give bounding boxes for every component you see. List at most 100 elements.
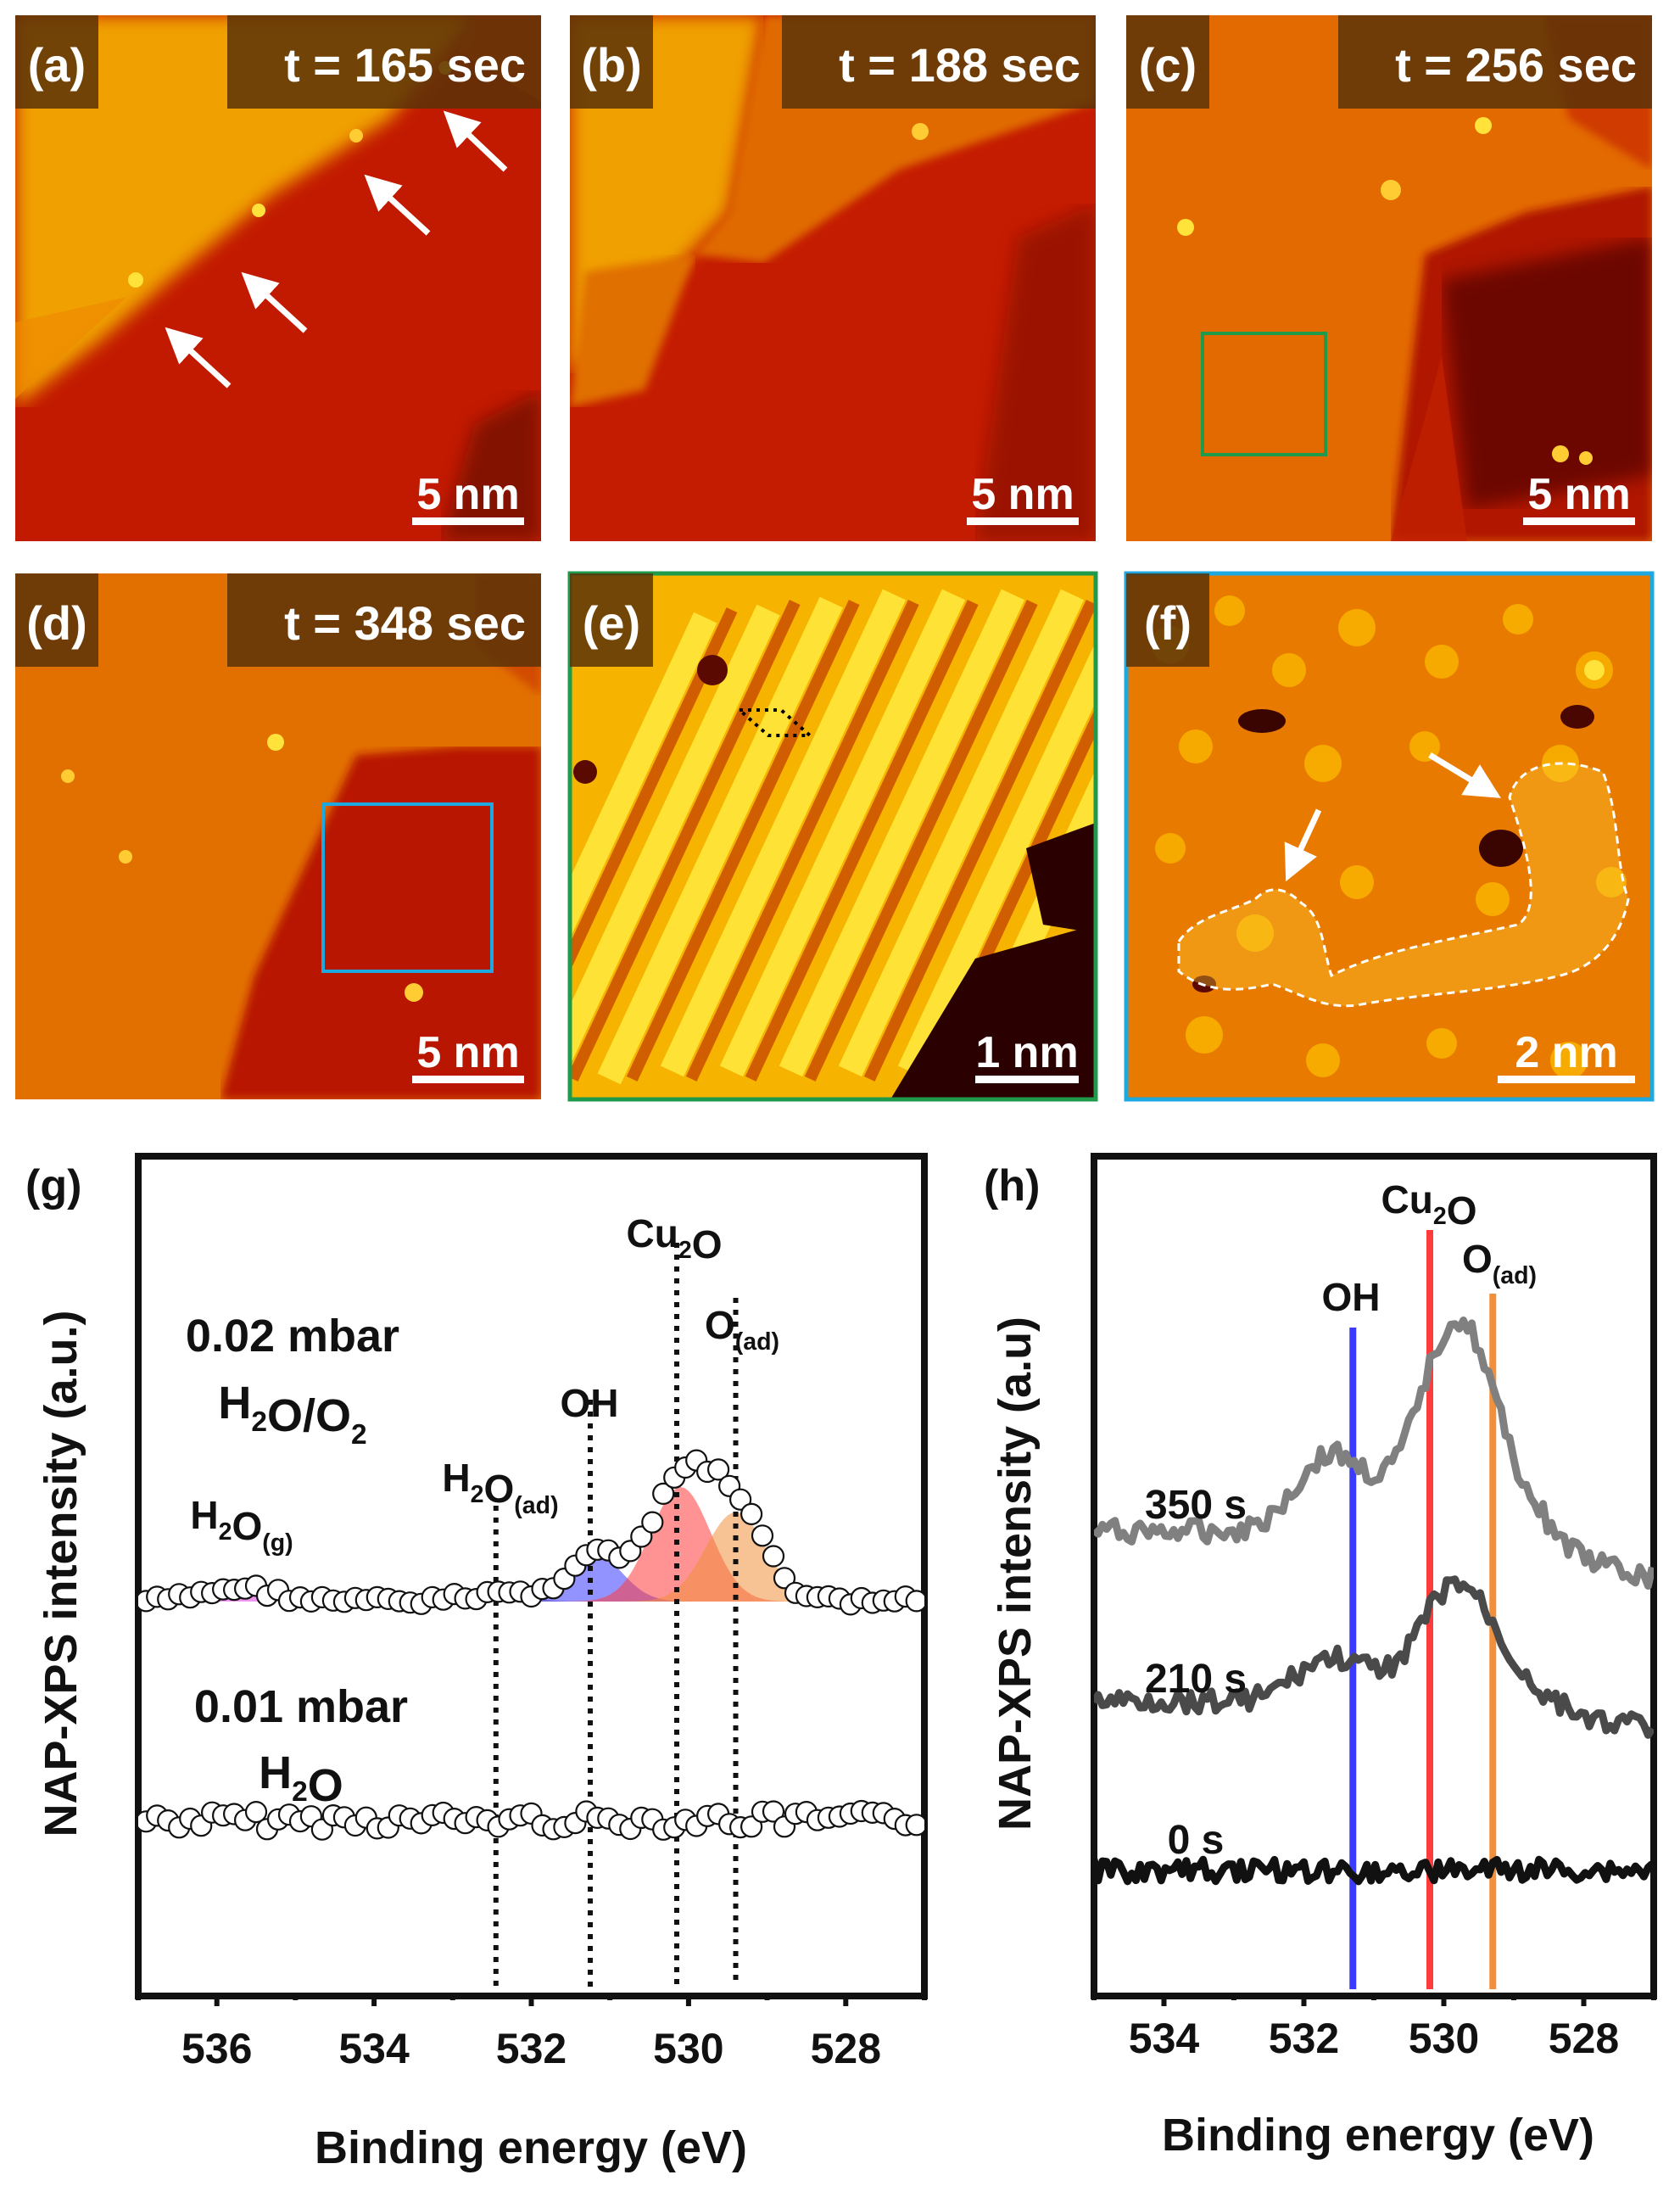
panel-e-border [567,571,1098,1102]
time-stamp: t = 348 sec [284,596,526,650]
series-label: 350 s [1145,1483,1247,1528]
peak-label: Cu2O [1381,1177,1477,1233]
x-axis-title-g: Binding energy (eV) [315,2122,747,2173]
arrow-icon [443,110,508,172]
plot-frame-h [1091,1153,1657,1999]
series-line [1094,1855,1654,1886]
time-stamp: t = 165 sec [284,38,526,92]
label-background [1126,15,1209,109]
y-axis-title-g: NAP-XPS intensity (a.u.) [36,1310,87,1837]
data-point [762,1545,785,1568]
panel-label: (c) [1139,38,1197,92]
scale-bar-label: 2 nm [1515,1028,1617,1077]
time-background [782,15,1096,109]
scale-bar-label: 5 nm [1527,470,1630,519]
panel-label: (d) [26,596,87,650]
x-tick-label: 536 [181,2025,252,2072]
condition-label: 0.02 mbar [186,1311,399,1361]
zoom-box-e [1201,332,1327,456]
arrows-a [165,110,508,389]
panel-overlay: (f) 2 nm [1126,573,1635,1083]
x-tick-label: 528 [1549,2015,1619,2062]
series-label: 210 s [1145,1657,1247,1702]
data-point [728,1488,752,1511]
stm-panel-d [15,573,541,1099]
scale-bar-label: 5 nm [971,470,1074,519]
scale-bar-label: 5 nm [416,1028,519,1077]
x-tick-label: 532 [1269,2015,1339,2062]
panel-label: (b) [581,38,642,92]
peak-label: O(ad) [1462,1237,1537,1289]
island-outline [1177,762,1630,1008]
label-background [15,15,98,109]
panel-overlay: (d) t = 348 sec 5 nm [15,573,541,1083]
scale-bar [412,517,524,525]
panel-overlay: (e) 1 nm [570,573,1079,1083]
condition-gas: H2O [259,1747,343,1811]
unit-cell-outline [734,708,815,737]
x-tick-label: 534 [1129,2015,1200,2062]
arrow-icon [364,174,431,236]
xps-panel-h: (h) 534 532 530 528 350 s 210 s 0 s OHCu2OO(ad… [984,1153,1657,2161]
time-background [227,15,541,109]
series-line [1094,1317,1654,1590]
series-label: 0 s [1168,1818,1225,1863]
fit-component [483,1512,924,1602]
condition-label: 0.01 mbar [194,1681,408,1732]
panel-overlay: (b) t = 188 sec 5 nm [570,15,1096,525]
panel-label: (a) [28,38,86,92]
peak-label: O(ad) [705,1303,779,1356]
data-point [706,1458,730,1481]
data-point [762,1800,785,1823]
panel-label-h: (h) [984,1161,1040,1210]
data-point [905,1814,924,1837]
stm-panel-e [567,571,1098,1102]
panel-label: (e) [583,596,640,650]
peak-label: H2O(g) [190,1493,293,1557]
data-point [740,1815,763,1838]
data-point [641,1511,664,1534]
panel-overlay: (c) t = 256 sec 5 nm [1126,15,1652,525]
arrow-icon [241,271,308,333]
scale-bar [1523,517,1635,525]
stm-panel-f [1124,571,1655,1102]
scale-bar [412,1076,524,1083]
time-stamp: t = 188 sec [839,38,1080,92]
arrow-icon [1428,752,1501,798]
x-tick-label: 534 [338,2025,410,2072]
condition-gas: H2O/O2 [218,1378,366,1451]
scale-bar [975,1076,1079,1083]
x-tick-label: 532 [496,2025,567,2072]
peak-label: OH [561,1381,619,1425]
peak-label: H2O(ad) [442,1456,558,1519]
peak-label: OH [1322,1275,1381,1319]
panel-overlay: (a) t = 165 sec 5 nm [15,15,541,525]
data-point [905,1590,924,1613]
label-background [570,573,653,667]
scale-bar [967,517,1079,525]
scale-bar-label: 5 nm [416,470,519,519]
data-point [740,1502,763,1526]
x-axis-title-h: Binding energy (eV) [1162,2110,1594,2161]
time-stamp: t = 256 sec [1395,38,1637,92]
panel-label-g: (g) [25,1161,81,1210]
label-background [570,15,653,109]
xps-panel-g: (g) 536 534 532 530 528 0.02 mbar H2O/O2 0.01 … [25,1153,928,2173]
data-point [652,1482,675,1506]
y-axis-title-h: NAP-XPS intensity (a.u) [990,1317,1041,1831]
series-line [1094,1575,1654,1739]
time-background [1338,15,1652,109]
label-background [1126,573,1209,667]
stm-image-f [1126,573,1652,1099]
data-point [244,1801,268,1824]
x-tick-label: 528 [811,2025,881,2072]
x-tick-label: 530 [1409,2015,1479,2062]
panel-f-border [1124,571,1655,1102]
time-background [227,573,541,667]
panel-label: (f) [1144,596,1192,650]
label-background [15,573,98,667]
zoom-box-f [321,802,494,973]
peak-label: Cu2O [627,1211,723,1266]
scale-bar [1498,1076,1635,1083]
